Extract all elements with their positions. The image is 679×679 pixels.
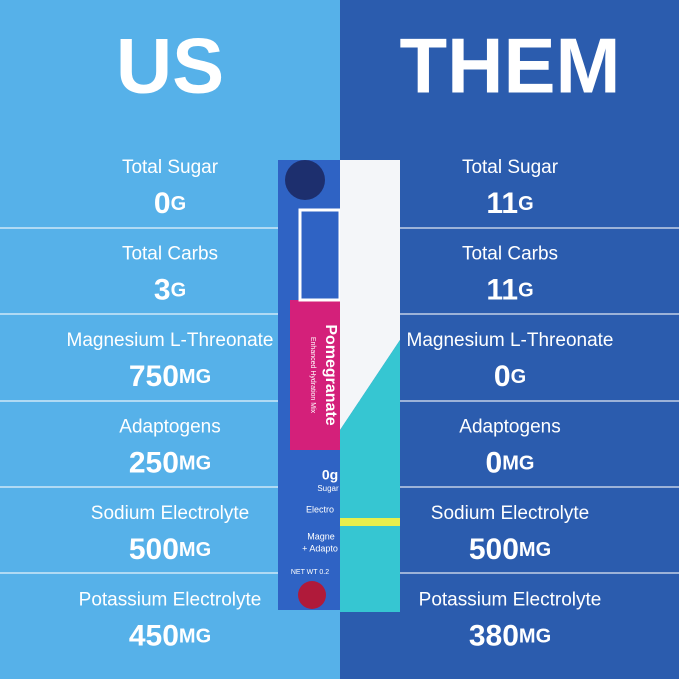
packet-text: Electro bbox=[306, 504, 334, 514]
row-value: 500MG bbox=[129, 533, 211, 566]
row-value: 750MG bbox=[129, 360, 211, 393]
row-value: 250MG bbox=[129, 446, 211, 479]
value-number: 750 bbox=[129, 360, 179, 393]
value-unit: G bbox=[171, 193, 187, 215]
packet-subtitle: Enhanced Hydration Mix bbox=[309, 337, 316, 414]
value-number: 11 bbox=[486, 187, 518, 220]
value-number: 500 bbox=[469, 533, 519, 566]
row-value: 0G bbox=[154, 187, 186, 220]
row-label: Adaptogens bbox=[459, 417, 560, 438]
row-value: 0MG bbox=[486, 446, 535, 479]
value-unit: G bbox=[511, 366, 527, 388]
value-number: 500 bbox=[129, 533, 179, 566]
row-label: Magnesium L-Threonate bbox=[67, 330, 274, 351]
packet-teal bbox=[340, 340, 400, 612]
column-title: THEM bbox=[400, 22, 621, 110]
value-number: 380 bbox=[469, 619, 519, 652]
value-number: 250 bbox=[129, 446, 179, 479]
value-unit: MG bbox=[179, 626, 211, 648]
row-label: Total Carbs bbox=[462, 244, 558, 265]
value-unit: MG bbox=[502, 453, 534, 475]
value-number: 0 bbox=[494, 360, 511, 393]
value-number: 0 bbox=[154, 187, 171, 220]
packet-text: + Adapto bbox=[302, 543, 338, 553]
packet-text: Magne bbox=[307, 531, 335, 541]
value-unit: MG bbox=[179, 453, 211, 475]
row-label: Potassium Electrolyte bbox=[419, 590, 602, 611]
row-value: 450MG bbox=[129, 619, 211, 652]
value-unit: MG bbox=[179, 366, 211, 388]
row-value: 380MG bbox=[469, 619, 551, 652]
packet-stripe bbox=[340, 518, 400, 526]
value-unit: MG bbox=[519, 539, 551, 561]
packet-pink bbox=[290, 300, 342, 450]
row-value: 3G bbox=[154, 273, 186, 306]
value-number: 3 bbox=[154, 273, 171, 306]
berry bbox=[285, 160, 325, 200]
row-label: Magnesium L-Threonate bbox=[407, 330, 614, 351]
row-value: 500MG bbox=[469, 533, 551, 566]
row-label: Potassium Electrolyte bbox=[79, 590, 262, 611]
packet-text: 0g bbox=[322, 467, 338, 483]
row-label: Sodium Electrolyte bbox=[91, 503, 249, 524]
row-label: Total Carbs bbox=[122, 244, 218, 265]
value-unit: G bbox=[171, 280, 187, 302]
row-value: 11G bbox=[486, 187, 533, 220]
berry bbox=[298, 581, 326, 609]
value-unit: G bbox=[518, 280, 534, 302]
packet-text: Sugar bbox=[317, 484, 339, 493]
value-number: 450 bbox=[129, 619, 179, 652]
row-value: 11G bbox=[486, 273, 533, 306]
value-unit: MG bbox=[179, 539, 211, 561]
column-title: US bbox=[116, 22, 224, 110]
value-number: 0 bbox=[486, 446, 503, 479]
value-unit: G bbox=[518, 193, 534, 215]
value-unit: MG bbox=[519, 626, 551, 648]
row-label: Adaptogens bbox=[119, 417, 220, 438]
row-label: Sodium Electrolyte bbox=[431, 503, 589, 524]
row-value: 0G bbox=[494, 360, 526, 393]
row-label: Total Sugar bbox=[122, 157, 219, 178]
product-packet: Pomegranate Enhanced Hydration Mix 0g Su… bbox=[278, 160, 400, 612]
row-label: Total Sugar bbox=[462, 157, 559, 178]
packet-text: NET WT 0.2 bbox=[291, 569, 329, 576]
packet-flavor: Pomegranate bbox=[322, 324, 339, 425]
value-number: 11 bbox=[486, 273, 518, 306]
